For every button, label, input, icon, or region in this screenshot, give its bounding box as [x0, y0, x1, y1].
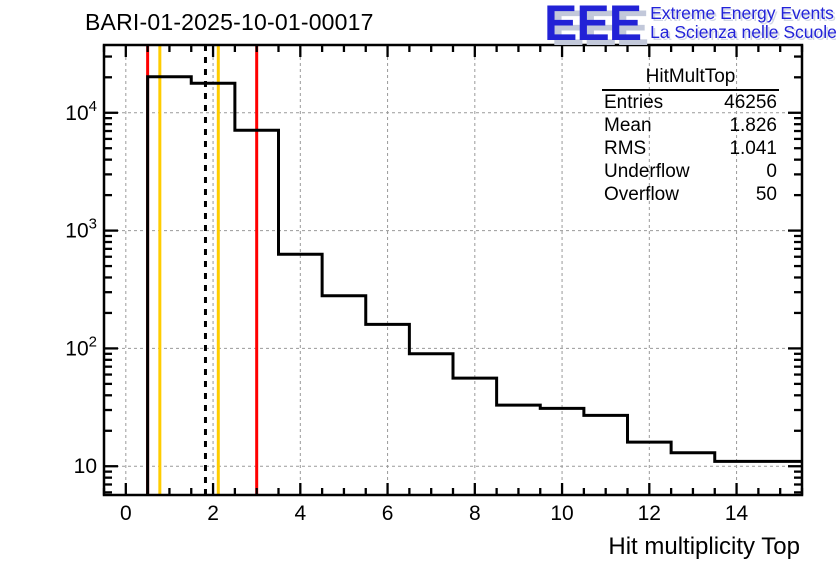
axis-ticks [102, 45, 804, 495]
eee-logo-acronym: EEE [544, 0, 642, 51]
run-title: BARI-01-2025-10-01-00017 [85, 9, 374, 35]
stats-row-overflow: Overflow 50 [602, 183, 779, 206]
x-axis-labels: 0 2 4 6 8 10 12 14 [120, 502, 749, 525]
stats-label: Overflow [604, 183, 679, 205]
stats-row-underflow: Underflow 0 [602, 160, 779, 183]
eee-logo-line2: La Scienza nelle Scuole [650, 21, 836, 42]
stats-value: 1.826 [729, 114, 777, 136]
stats-value: 1.041 [729, 137, 777, 159]
stats-divider [602, 89, 779, 91]
y-tick-exponent: 4 [89, 98, 97, 115]
x-tick-label-2: 2 [207, 502, 219, 525]
x-tick-label-10: 10 [550, 502, 573, 525]
stats-label: Mean [604, 114, 652, 136]
stats-value: 46256 [724, 91, 777, 113]
x-tick-label-12: 12 [638, 502, 661, 525]
stats-value: 0 [766, 160, 777, 182]
eee-logo-text: Extreme Energy Events La Scienza nelle S… [650, 4, 836, 41]
x-tick-label-4: 4 [294, 502, 306, 525]
stats-row-entries: Entries 46256 [602, 91, 779, 114]
y-tick-exponent: 2 [89, 333, 97, 350]
x-tick-label-8: 8 [469, 502, 481, 525]
eee-logo-line1: Extreme Energy Events [650, 3, 834, 23]
stats-label: Underflow [604, 160, 690, 182]
histogram-line [146, 75, 802, 495]
y-tick-label-1e1: 10 [74, 455, 97, 478]
x-tick-label-0: 0 [120, 502, 132, 525]
stats-title: HitMultTop [645, 66, 736, 87]
y-tick-label-1e2: 102 [65, 333, 97, 360]
x-axis-title: Hit multiplicity Top [608, 533, 800, 560]
y-tick-exponent: 3 [89, 216, 97, 233]
stats-label: Entries [604, 91, 664, 113]
y-tick-label-1e4: 104 [65, 98, 97, 125]
stats-value: 50 [755, 183, 777, 205]
x-tick-label-6: 6 [382, 502, 394, 525]
y-axis-labels: 10 102 103 104 [65, 98, 97, 478]
stats-row-rms: RMS 1.041 [602, 137, 779, 160]
stats-box: HitMultTop Entries 46256 Mean 1.826 RMS … [602, 66, 779, 206]
stats-label: RMS [604, 137, 647, 159]
gridlines [104, 45, 802, 495]
x-tick-label-14: 14 [725, 502, 749, 525]
y-tick-label-1e3: 103 [65, 216, 97, 243]
stats-row-mean: Mean 1.826 [602, 114, 779, 137]
eee-logo: EEE Extreme Energy Events La Scienza nel… [544, 0, 836, 51]
